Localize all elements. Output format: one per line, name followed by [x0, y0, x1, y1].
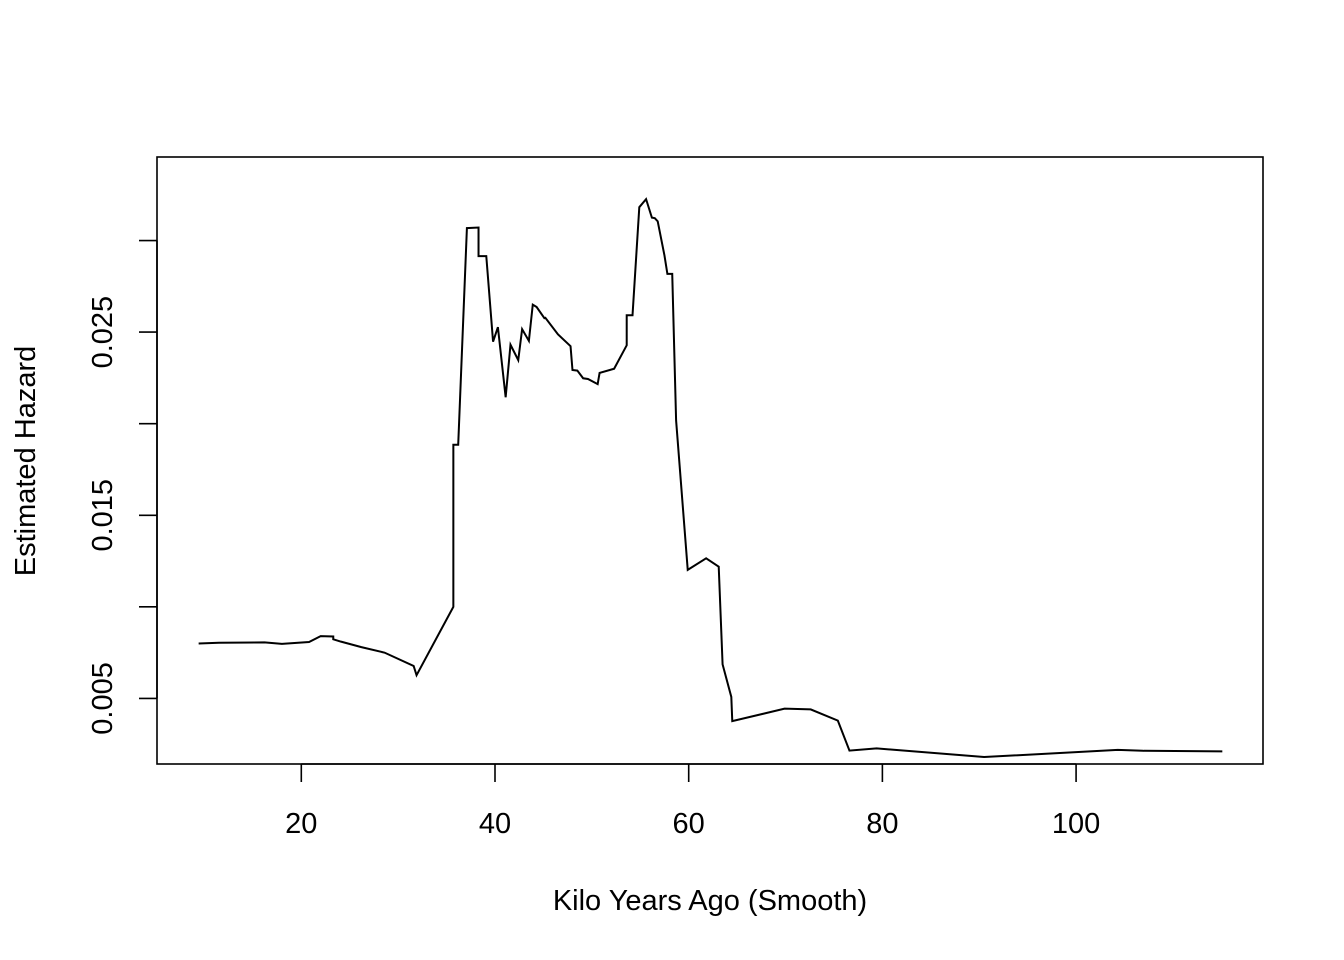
y-axis: 0.005 0.015 0.025 — [87, 239, 158, 735]
hazard-series-line — [198, 197, 1223, 759]
y-tick-label: 0.025 — [87, 296, 119, 369]
x-tick-label: 80 — [866, 808, 898, 840]
y-tick-label: 0.015 — [87, 479, 119, 552]
x-axis-title: Kilo Years Ago (Smooth) — [553, 885, 867, 917]
y-tick-label: 0.005 — [87, 662, 119, 735]
y-axis-title: Estimated Hazard — [10, 346, 42, 577]
x-tick-label: 100 — [1052, 808, 1100, 840]
x-tick-label: 20 — [285, 808, 317, 840]
x-tick-label: 60 — [673, 808, 705, 840]
x-tick-label: 40 — [479, 808, 511, 840]
x-axis: 20 40 60 80 100 — [285, 763, 1100, 840]
plot-frame — [156, 156, 1264, 765]
